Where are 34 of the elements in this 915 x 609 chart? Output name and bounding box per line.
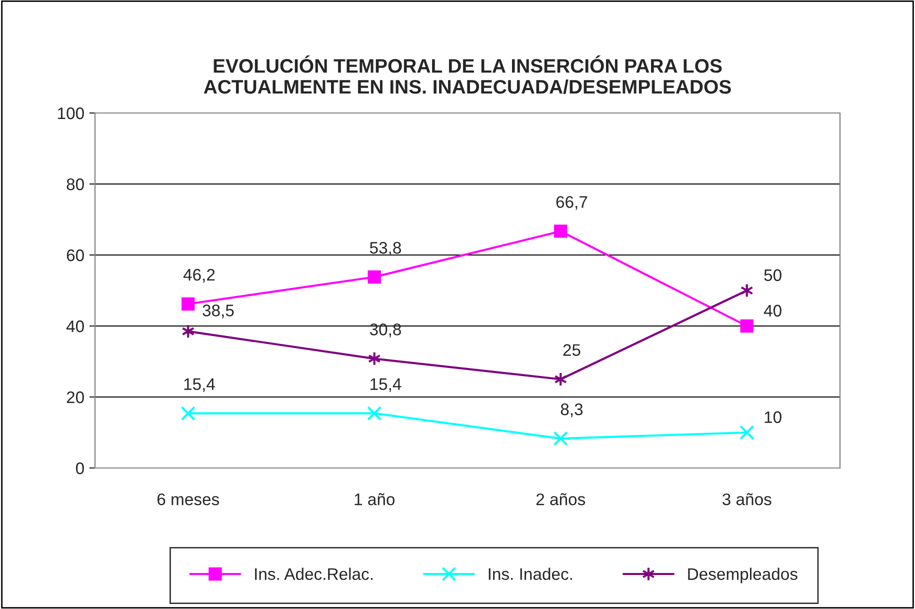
data-label: 53,8 <box>370 242 401 256</box>
x-tick-label: 3 años <box>722 493 772 506</box>
point <box>368 270 381 284</box>
data-label: 50 <box>764 269 782 282</box>
data-label: 46,2 <box>183 268 215 283</box>
data-label: 10 <box>764 411 782 424</box>
legend-label: Desempleados <box>688 568 798 584</box>
x-tick-label: 2 años <box>536 493 586 506</box>
point <box>553 431 568 446</box>
point <box>367 406 382 421</box>
point <box>182 297 195 311</box>
y-tick-label: 100 <box>58 107 84 120</box>
x-tick-label: 6 meses <box>157 493 220 506</box>
x-tick-label: 1 año <box>354 493 395 506</box>
data-label: 8,3 <box>560 403 583 418</box>
point <box>740 425 754 440</box>
point <box>180 406 196 421</box>
data-label: 15,4 <box>184 378 215 392</box>
point <box>740 319 754 333</box>
chart-title: EVOLUCIÓN TEMPORAL DE LA INSERCIÓN PARA LOS ACTUALMENTE EN INS. INADECUADA/DESEMPLEADOS <box>204 55 731 94</box>
data-label: 25 <box>563 344 580 356</box>
y-tick-label: 0 <box>76 462 84 474</box>
y-tick-label: 20 <box>66 391 84 404</box>
y-tick-label: 80 <box>66 178 84 190</box>
data-label: 66,7 <box>556 196 588 210</box>
data-label: 38,5 <box>202 304 234 318</box>
legend-label: Ins. Adec.Relac. <box>255 568 372 580</box>
y-tick-label: 60 <box>66 249 84 262</box>
data-label: 15,4 <box>370 378 402 392</box>
point <box>554 224 568 238</box>
data-label: 40 <box>764 304 782 317</box>
legend-label: Ins. Inadec. <box>488 568 572 580</box>
data-label: 30,8 <box>370 324 401 338</box>
y-tick-label: 40 <box>66 320 84 332</box>
